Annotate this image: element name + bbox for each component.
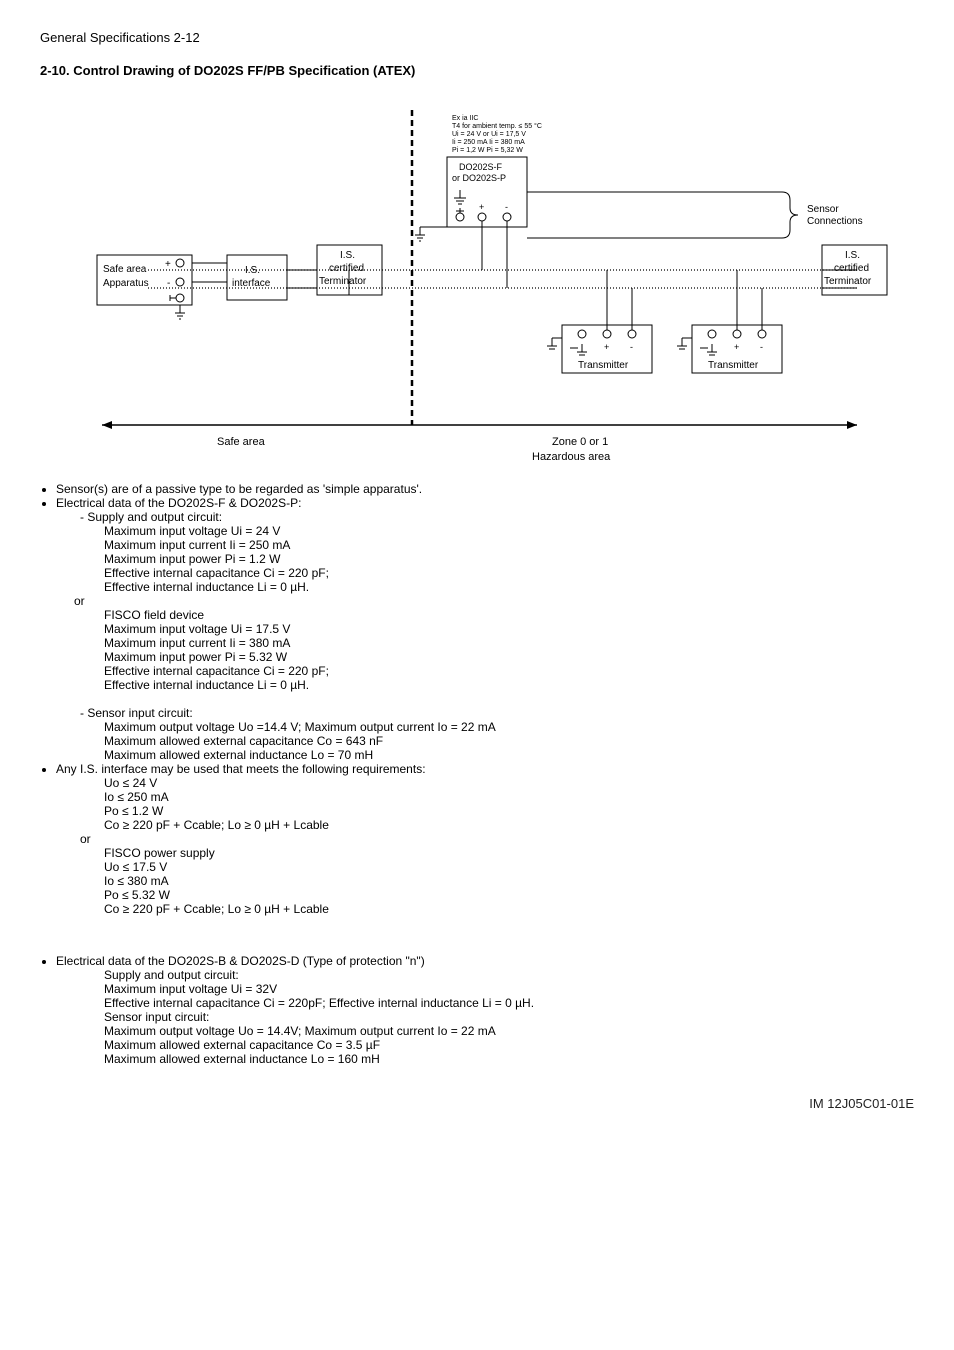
svg-text:interface: interface <box>232 278 271 289</box>
control-drawing-diagram: Ex ia IIC T4 for ambient temp. ≤ 55 °C U… <box>62 100 892 470</box>
svg-text:Terminator: Terminator <box>319 276 367 287</box>
spec-line: T4 for ambient temp. ≤ 55 °C <box>452 122 542 130</box>
bullet-electrical-data: Electrical data of the DO202S-F & DO202S… <box>56 496 914 762</box>
bullet-text: Electrical data of the DO202S-F & DO202S… <box>56 496 301 510</box>
or-label: or <box>56 594 914 608</box>
svg-text:-: - <box>505 202 508 212</box>
do202s-label: DO202S-F <box>459 162 503 172</box>
svg-text:-: - <box>630 342 633 352</box>
svg-text:I.S.: I.S. <box>845 250 860 261</box>
svg-text:+: + <box>165 259 171 270</box>
section-title: 2-10. Control Drawing of DO202S FF/PB Sp… <box>40 63 914 78</box>
svg-text:-: - <box>167 278 170 289</box>
is-line: Io ≤ 250 mA <box>56 790 914 804</box>
svg-text:certified: certified <box>329 263 364 274</box>
safe-area-zone-label: Safe area <box>217 436 266 448</box>
sensor-header: - Sensor input circuit: <box>56 706 914 720</box>
svg-text:+: + <box>604 342 609 352</box>
is-fisco-line: FISCO power supply <box>56 846 914 860</box>
bullet-text: Any I.S. interface may be used that meet… <box>56 762 426 776</box>
is-fisco-line: Uo ≤ 17.5 V <box>56 860 914 874</box>
b4-line: Maximum output voltage Uo = 14.4V; Maxim… <box>56 1024 914 1038</box>
supply-line: Maximum input current Ii = 250 mA <box>56 538 914 552</box>
b4-line: Maximum allowed external capacitance Co … <box>56 1038 914 1052</box>
b4-line: Effective internal capacitance Ci = 220p… <box>56 996 914 1010</box>
b4-line: Maximum allowed external inductance Lo =… <box>56 1052 914 1066</box>
b4-line: Sensor input circuit: <box>56 1010 914 1024</box>
svg-text:certified: certified <box>834 263 869 274</box>
page-header: General Specifications 2-12 <box>40 30 914 45</box>
is-fisco-line: Po ≤ 5.32 W <box>56 888 914 902</box>
transmitter-label: Transmitter <box>708 360 759 371</box>
fisco-line: Maximum input voltage Ui = 17.5 V <box>56 622 914 636</box>
supply-line: Effective internal capacitance Ci = 220 … <box>56 566 914 580</box>
svg-text:+: + <box>479 202 484 212</box>
zone-label: Zone 0 or 1 <box>552 436 608 448</box>
do202s-label: or DO202S-P <box>452 173 506 183</box>
supply-line: Maximum input voltage Ui = 24 V <box>56 524 914 538</box>
sensor-conn-label: Sensor <box>807 204 839 215</box>
bullet-protection-n: Electrical data of the DO202S-B & DO202S… <box>56 954 914 1066</box>
supply-line: Maximum input power Pi = 1.2 W <box>56 552 914 566</box>
or-label: or <box>56 832 914 846</box>
fisco-line: Maximum input current Ii = 380 mA <box>56 636 914 650</box>
bullet-is-interface: Any I.S. interface may be used that meet… <box>56 762 914 916</box>
sensor-conn-label: Connections <box>807 216 863 227</box>
fisco-line: FISCO field device <box>56 608 914 622</box>
is-fisco-line: Io ≤ 380 mA <box>56 874 914 888</box>
svg-text:-: - <box>760 342 763 352</box>
safe-area-label: Safe area <box>103 264 147 275</box>
sensor-line: Maximum allowed external capacitance Co … <box>56 734 914 748</box>
b4-line: Supply and output circuit: <box>56 968 914 982</box>
transmitter-label: Transmitter <box>578 360 629 371</box>
b4-line: Maximum input voltage Ui = 32V <box>56 982 914 996</box>
svg-text:Terminator: Terminator <box>824 276 872 287</box>
spec-list: Sensor(s) are of a passive type to be re… <box>40 482 914 916</box>
bullet-sensor-passive: Sensor(s) are of a passive type to be re… <box>56 482 914 496</box>
is-fisco-line: Co ≥ 220 pF + Ccable; Lo ≥ 0 µH + Lcable <box>56 902 914 916</box>
sensor-line: Maximum allowed external inductance Lo =… <box>56 748 914 762</box>
fisco-line: Effective internal inductance Li = 0 µH. <box>56 678 914 692</box>
spec-line: Ui = 24 V or Ui = 17,5 V <box>452 131 526 138</box>
supply-header: - Supply and output circuit: <box>56 510 914 524</box>
is-line: Co ≥ 220 pF + Ccable; Lo ≥ 0 µH + Lcable <box>56 818 914 832</box>
svg-text:+: + <box>734 342 739 352</box>
fisco-line: Effective internal capacitance Ci = 220 … <box>56 664 914 678</box>
spec-line: Ex ia IIC <box>452 115 478 122</box>
fisco-line: Maximum input power Pi = 5.32 W <box>56 650 914 664</box>
spec-list-2: Electrical data of the DO202S-B & DO202S… <box>40 954 914 1066</box>
hazardous-area-label: Hazardous area <box>532 451 611 463</box>
spec-line: Ii = 250 mA Ii = 380 mA <box>452 139 525 146</box>
page-footer: IM 12J05C01-01E <box>40 1096 914 1111</box>
svg-text:I.S.: I.S. <box>245 265 260 276</box>
apparatus-label: Apparatus <box>103 278 149 289</box>
svg-text:I.S.: I.S. <box>340 250 355 261</box>
sensor-line: Maximum output voltage Uo =14.4 V; Maxim… <box>56 720 914 734</box>
is-line: Po ≤ 1.2 W <box>56 804 914 818</box>
is-line: Uo ≤ 24 V <box>56 776 914 790</box>
spec-line: Pi = 1,2 W Pi = 5,32 W <box>452 147 523 154</box>
bullet-text: Electrical data of the DO202S-B & DO202S… <box>56 954 425 968</box>
supply-line: Effective internal inductance Li = 0 µH. <box>56 580 914 594</box>
